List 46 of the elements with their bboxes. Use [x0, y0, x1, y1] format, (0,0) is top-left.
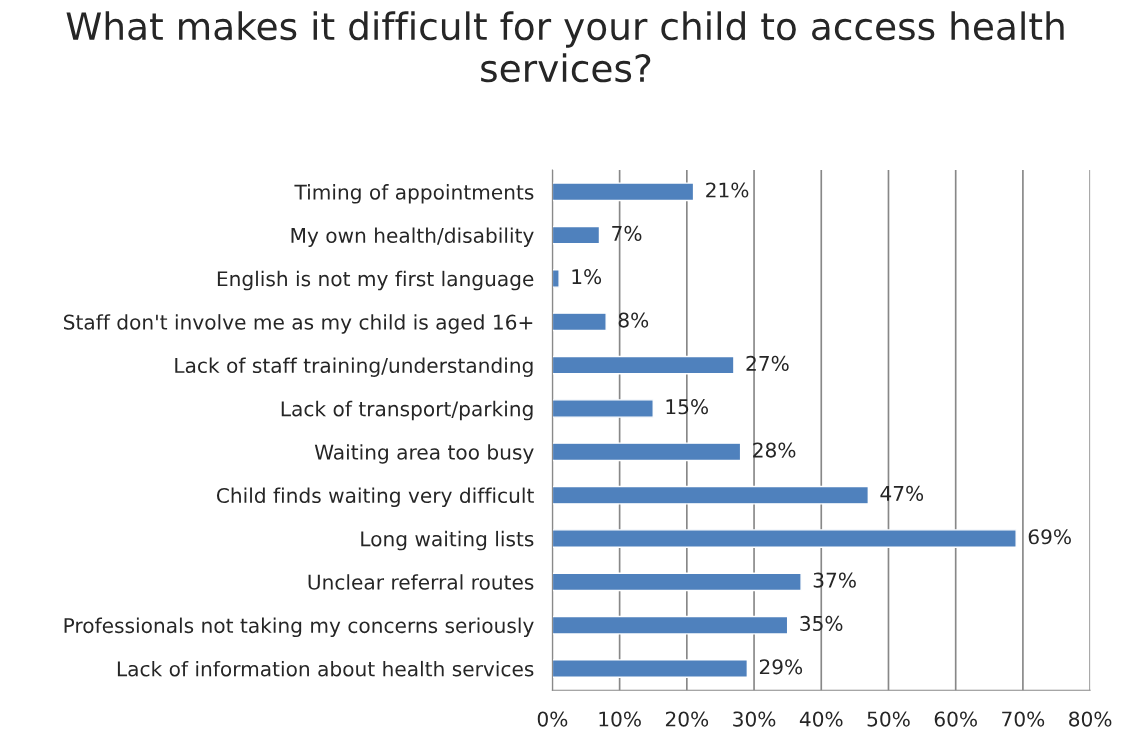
bar	[552, 442, 742, 462]
y-tick-label: English is not my first language	[217, 270, 534, 291]
data-label: 27%	[746, 355, 789, 371]
bar	[552, 615, 789, 635]
data-label: 69%	[1028, 529, 1071, 545]
y-tick-label: Waiting area too busy	[314, 444, 534, 464]
y-tick-label: Lack of transport/parking	[281, 400, 533, 421]
bar	[552, 399, 654, 418]
x-tick-label: 40%	[799, 711, 843, 727]
x-tick-label: 50%	[867, 711, 910, 727]
y-tick-label: Lack of information about health services	[117, 660, 534, 677]
bar	[552, 529, 1017, 548]
data-label: 7%	[612, 225, 642, 241]
bar	[552, 485, 870, 505]
x-tick-label: 0%	[537, 711, 568, 727]
bar	[552, 269, 560, 288]
data-label: 47%	[880, 485, 924, 502]
data-label: 35%	[800, 615, 843, 632]
bar	[552, 659, 749, 678]
y-tick-label: Child finds waiting very difficult	[216, 487, 534, 508]
data-label: 37%	[813, 572, 856, 588]
y-tick-label: Unclear referral routes	[308, 574, 534, 590]
y-tick-label: Timing of appointments	[294, 184, 534, 204]
y-tick-label: Long waiting lists	[361, 530, 534, 551]
x-tick-label: 20%	[665, 711, 709, 727]
x-tick-label: 30%	[733, 711, 776, 727]
y-tick-label: Lack of staff training/understanding	[175, 357, 533, 377]
data-label: 28%	[753, 442, 796, 458]
data-label: 21%	[706, 182, 749, 198]
bar	[552, 182, 695, 202]
data-label: 8%	[618, 312, 649, 328]
data-label: 29%	[759, 659, 803, 675]
bar	[552, 225, 601, 245]
x-tick-label: 10%	[599, 711, 641, 727]
y-tick-label: Staff don't involve me as my child is aged 16+	[64, 314, 533, 334]
chart-title: What makes it difficult for your child to access health services?	[66, 11, 1064, 83]
bar	[552, 355, 735, 375]
bar	[552, 312, 607, 332]
x-tick-label: 70%	[1002, 711, 1045, 727]
data-label: 15%	[666, 399, 708, 415]
y-tick-label: Professionals not taking my concerns seriously	[64, 617, 534, 638]
y-tick-label: My own health/disability	[291, 227, 534, 247]
bar	[552, 572, 802, 592]
x-tick-label: 80%	[1069, 711, 1112, 727]
x-tick-label: 60%	[934, 711, 977, 727]
data-label: 1%	[572, 269, 602, 285]
